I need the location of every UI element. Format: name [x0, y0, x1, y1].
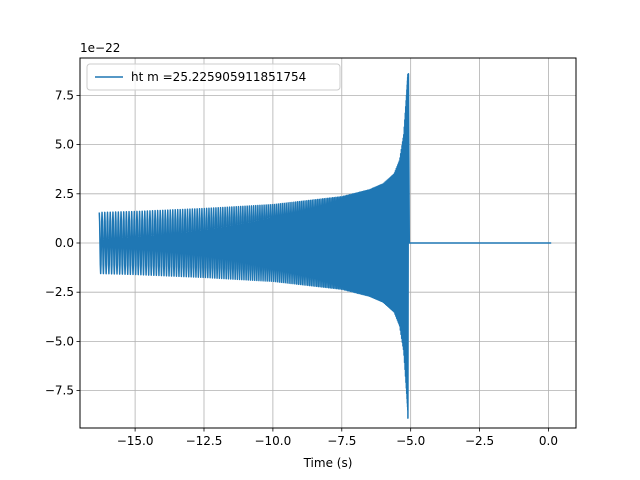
legend-box — [86, 63, 341, 91]
x-tick-label: −12.5 — [186, 434, 223, 448]
y-tick-label: 0.0 — [55, 236, 74, 250]
x-tick-label: 0.0 — [539, 434, 558, 448]
x-tick-label: −5.0 — [396, 434, 425, 448]
y-tick-label: 5.0 — [55, 138, 74, 152]
y-tick-label: 7.5 — [55, 88, 74, 102]
series-layer — [98, 72, 552, 419]
y-tick-label: −2.5 — [45, 285, 74, 299]
legend-entry: ht m =25.225905911851754 — [131, 70, 306, 84]
x-tick-label: −7.5 — [327, 434, 356, 448]
y-tick-label: −5.0 — [45, 334, 74, 348]
x-tick-label: −15.0 — [117, 434, 154, 448]
x-tick-label: −2.5 — [465, 434, 494, 448]
x-axis: −15.0 −12.5 −10.0 −7.5 −5.0 −2.5 0.0 — [117, 428, 558, 448]
legend: ht m =25.225905911851754 — [86, 63, 341, 91]
x-axis-label: Time (s) — [303, 456, 353, 470]
y-tick-label: −7.5 — [45, 384, 74, 398]
x-tick-label: −10.0 — [254, 434, 291, 448]
y-tick-label: 2.5 — [55, 187, 74, 201]
y-offset-text: 1e−22 — [80, 41, 120, 55]
series-line — [98, 72, 552, 419]
y-axis: −7.5 −5.0 −2.5 0.0 2.5 5.0 7.5 — [45, 88, 80, 398]
